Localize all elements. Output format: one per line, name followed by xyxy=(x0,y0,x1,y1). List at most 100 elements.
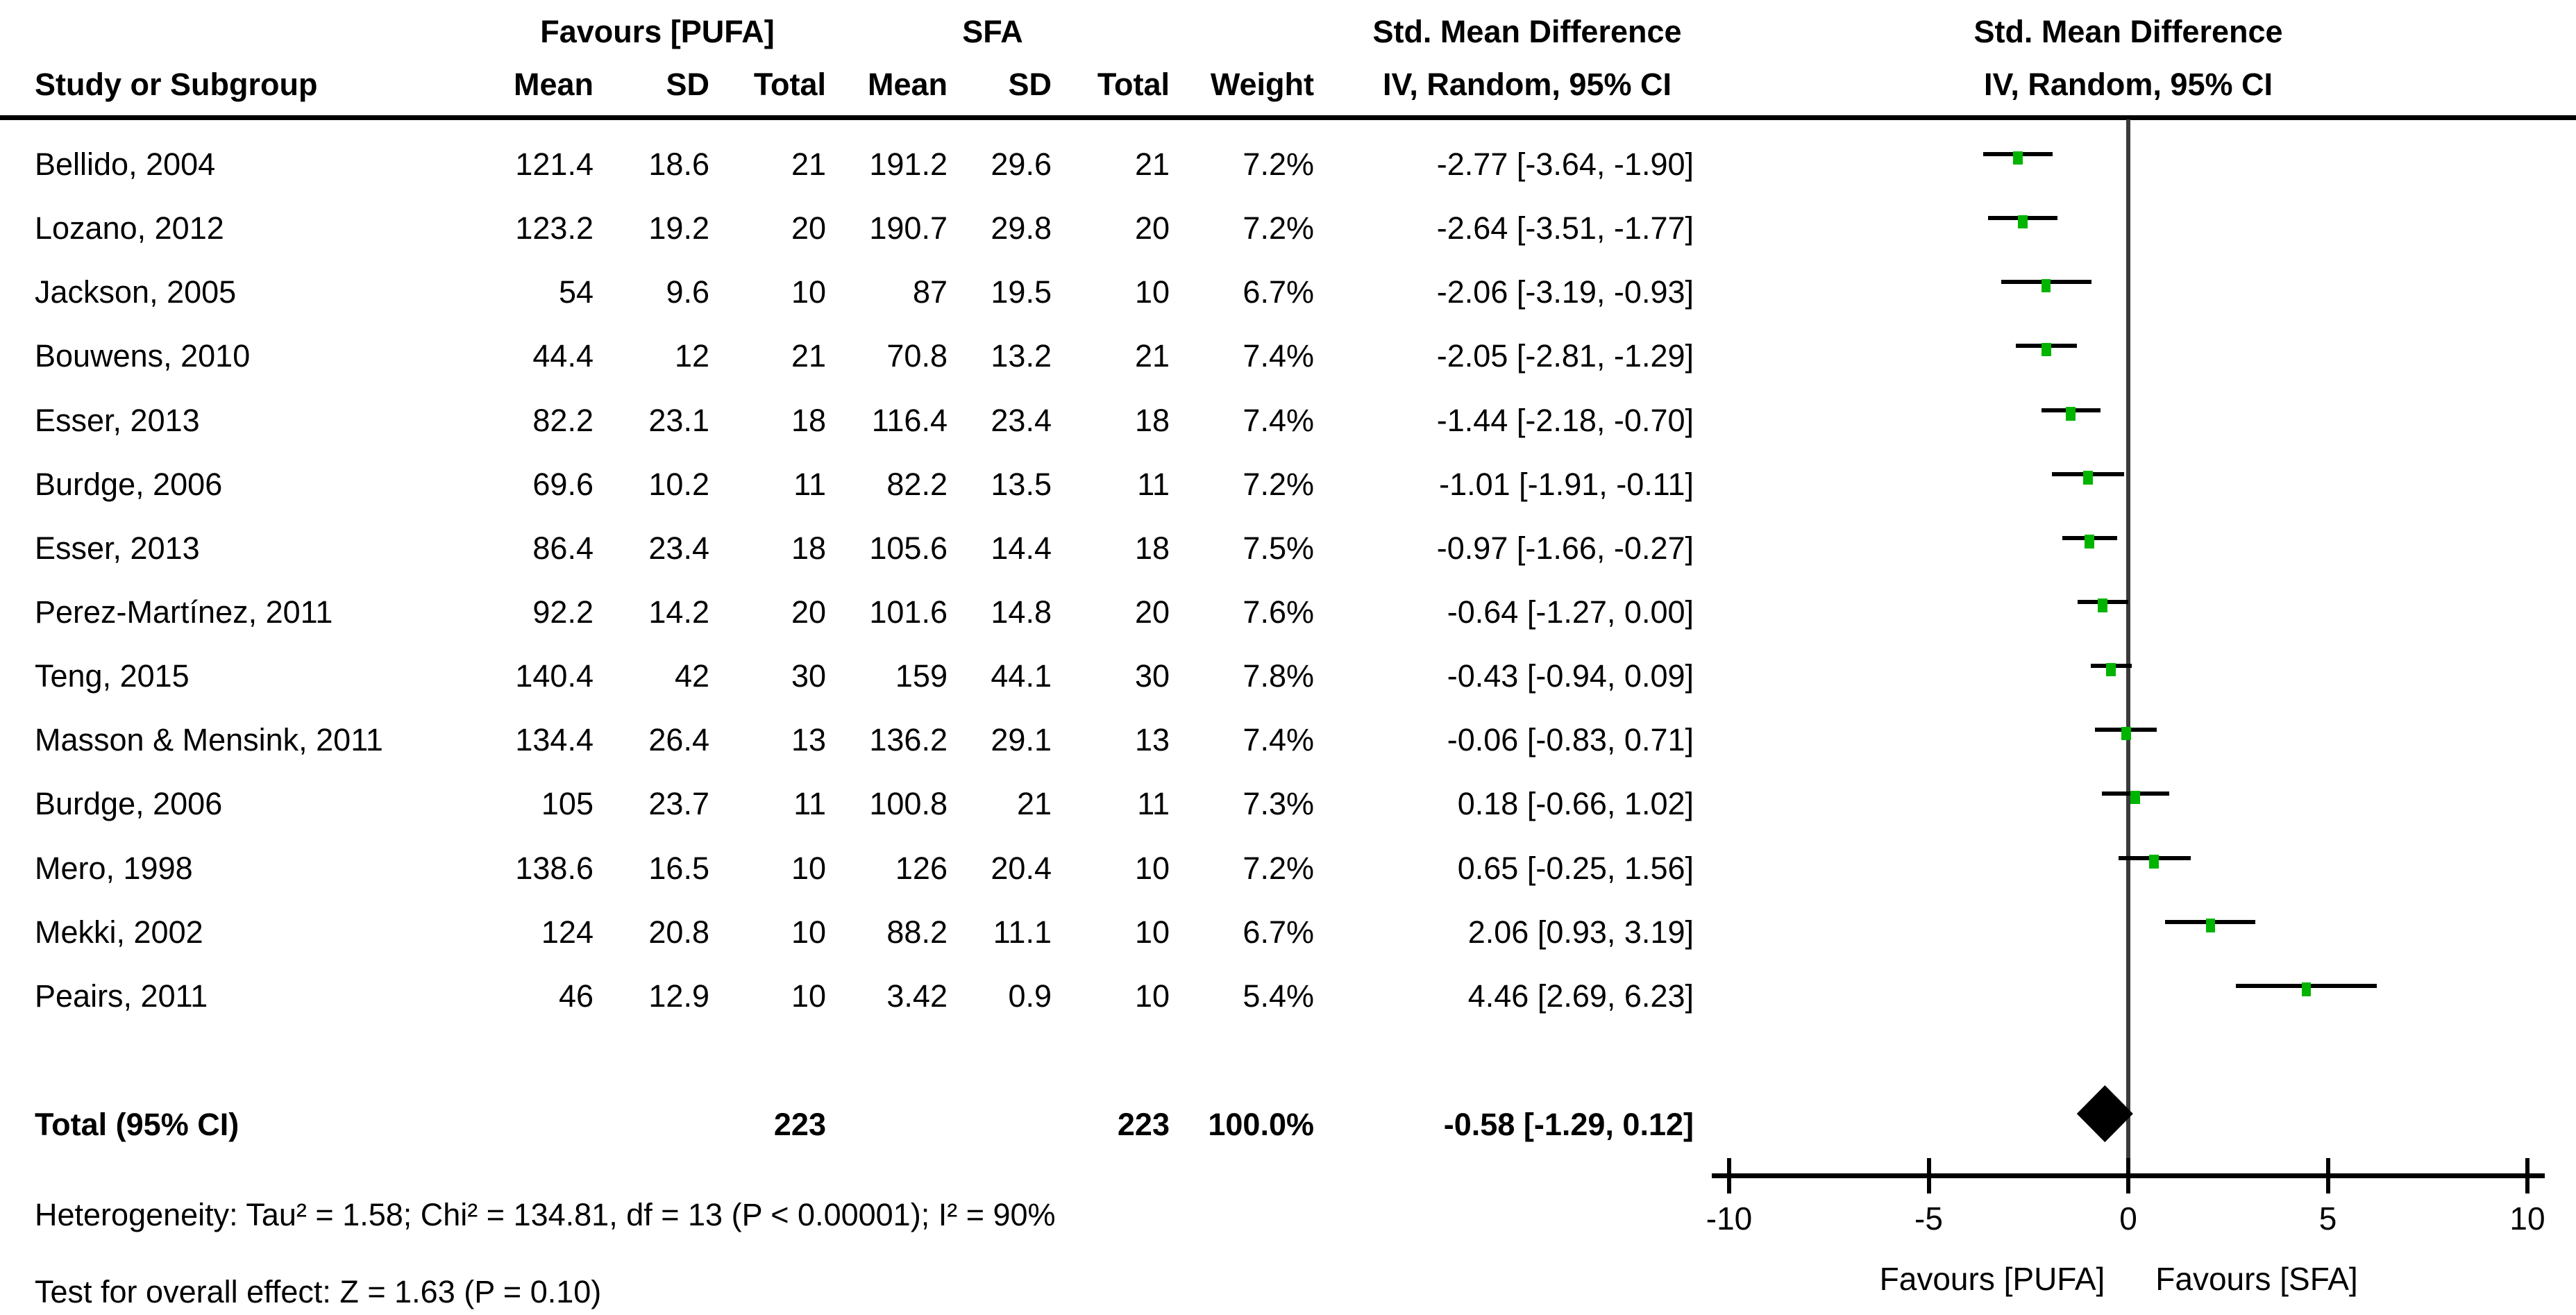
ci-value: 4.46 [2.69, 6.23] xyxy=(1467,978,1694,1014)
weight-value: 7.6% xyxy=(1243,594,1314,630)
pufa-mean: 105 xyxy=(541,786,594,822)
effect-marker xyxy=(2149,855,2160,869)
pufa-mean: 134.4 xyxy=(515,722,594,758)
sfa-total: 21 xyxy=(1134,338,1170,374)
axis-tick-label: 5 xyxy=(2318,1200,2337,1237)
total-row-pufa-n: 223 xyxy=(773,1107,826,1143)
pufa-mean: 138.6 xyxy=(515,850,594,886)
pufa-sd: 23.7 xyxy=(648,786,709,822)
effect-marker xyxy=(2106,662,2116,677)
effect-marker xyxy=(2066,407,2076,421)
sfa-sd: 23.4 xyxy=(991,402,1052,438)
study-name: Lozano, 2012 xyxy=(35,210,224,246)
weight-value: 7.2% xyxy=(1243,850,1314,886)
study-column-header: Study or Subgroup xyxy=(35,67,318,102)
sd1-column-header: SD xyxy=(666,67,709,102)
weight-value: 7.5% xyxy=(1243,530,1314,566)
pufa-mean: 69.6 xyxy=(532,466,594,502)
pufa-mean: 82.2 xyxy=(532,402,594,438)
sfa-sd: 44.1 xyxy=(991,658,1052,694)
sfa-mean: 136.2 xyxy=(869,722,948,758)
effect-marker xyxy=(2085,535,2095,548)
zero-effect-line xyxy=(2126,119,2130,1175)
pufa-sd: 12.9 xyxy=(648,978,709,1014)
effect-marker xyxy=(2018,215,2028,229)
pufa-total: 13 xyxy=(791,722,826,758)
total1-column-header: Total xyxy=(753,67,826,102)
sfa-sd: 0.9 xyxy=(1008,978,1052,1014)
sfa-sd: 11.1 xyxy=(993,914,1052,950)
effect-marker xyxy=(2301,982,2311,996)
pufa-sd: 20.8 xyxy=(648,914,709,950)
study-name: Esser, 2013 xyxy=(35,402,200,438)
study-name: Bellido, 2004 xyxy=(35,146,216,182)
sfa-sd: 20.4 xyxy=(991,850,1052,886)
study-name: Peairs, 2011 xyxy=(35,978,208,1014)
pufa-mean: 121.4 xyxy=(515,146,594,182)
group2-header: SFA xyxy=(962,14,1023,49)
pufa-total: 18 xyxy=(791,402,826,438)
total-row-label: Total (95% CI) xyxy=(35,1107,239,1143)
sfa-sd: 13.2 xyxy=(991,338,1052,374)
weight-value: 6.7% xyxy=(1243,914,1314,950)
sfa-mean: 126 xyxy=(895,850,948,886)
sfa-mean: 87 xyxy=(912,274,948,310)
sfa-mean: 191.2 xyxy=(869,146,948,182)
sd2-column-header: SD xyxy=(1008,67,1052,102)
pufa-sd: 42 xyxy=(674,658,709,694)
ci-value: -2.06 [-3.19, -0.93] xyxy=(1436,274,1694,310)
sfa-total: 20 xyxy=(1134,594,1170,630)
study-name: Mekki, 2002 xyxy=(35,914,203,950)
total-row-ci: -0.58 [-1.29, 0.12] xyxy=(1443,1107,1694,1143)
weight-value: 6.7% xyxy=(1243,274,1314,310)
axis-tick xyxy=(2525,1158,2529,1193)
pufa-total: 11 xyxy=(793,786,826,822)
effect-marker xyxy=(2130,790,2141,805)
pufa-mean: 46 xyxy=(558,978,594,1014)
method-text-column-header: IV, Random, 95% CI xyxy=(1383,67,1672,102)
pufa-sd: 19.2 xyxy=(648,210,709,246)
sfa-mean: 100.8 xyxy=(869,786,948,822)
study-name: Teng, 2015 xyxy=(35,658,190,694)
pufa-mean: 123.2 xyxy=(515,210,594,246)
ci-value: -2.64 [-3.51, -1.77] xyxy=(1436,210,1694,246)
ci-value: -0.06 [-0.83, 0.71] xyxy=(1447,722,1694,758)
pufa-total: 30 xyxy=(791,658,826,694)
pufa-mean: 44.4 xyxy=(532,338,594,374)
ci-value: -0.64 [-1.27, 0.00] xyxy=(1447,594,1694,630)
smd-text-column-header: Std. Mean Difference xyxy=(1372,14,1682,49)
weight-column-header: Weight xyxy=(1210,67,1314,102)
heterogeneity-stats: Heterogeneity: Tau² = 1.58; Chi² = 134.8… xyxy=(35,1197,1056,1232)
pufa-total: 20 xyxy=(791,210,826,246)
weight-value: 7.2% xyxy=(1243,466,1314,502)
ci-value: 2.06 [0.93, 3.19] xyxy=(1467,914,1694,950)
pufa-sd: 12 xyxy=(674,338,709,374)
sfa-sd: 14.8 xyxy=(991,594,1052,630)
ci-value: -2.77 [-3.64, -1.90] xyxy=(1436,146,1694,182)
effect-marker xyxy=(2041,278,2051,293)
pufa-total: 21 xyxy=(791,338,826,374)
axis-tick-label: -5 xyxy=(1914,1200,1943,1237)
axis-right-label: Favours [SFA] xyxy=(2155,1261,2358,1297)
ci-value: 0.65 [-0.25, 1.56] xyxy=(1457,850,1694,886)
study-name: Bouwens, 2010 xyxy=(35,338,251,374)
weight-value: 7.3% xyxy=(1243,786,1314,822)
sfa-total: 11 xyxy=(1137,466,1170,502)
pufa-total: 21 xyxy=(791,146,826,182)
sfa-mean: 82.2 xyxy=(886,466,948,502)
weight-value: 5.4% xyxy=(1243,978,1314,1014)
ci-value: -2.05 [-2.81, -1.29] xyxy=(1436,338,1694,374)
pufa-total: 20 xyxy=(791,594,826,630)
sfa-mean: 101.6 xyxy=(869,594,948,630)
method-plot-column-header: IV, Random, 95% CI xyxy=(1984,67,2273,102)
mean2-column-header: Mean xyxy=(867,67,948,102)
sfa-total: 10 xyxy=(1134,978,1170,1014)
pufa-mean: 140.4 xyxy=(515,658,594,694)
effect-marker xyxy=(2121,726,2131,741)
sfa-sd: 14.4 xyxy=(991,530,1052,566)
sfa-total: 13 xyxy=(1134,722,1170,758)
axis-tick-label: 0 xyxy=(2119,1200,2137,1237)
ci-value: -1.44 [-2.18, -0.70] xyxy=(1436,402,1694,438)
